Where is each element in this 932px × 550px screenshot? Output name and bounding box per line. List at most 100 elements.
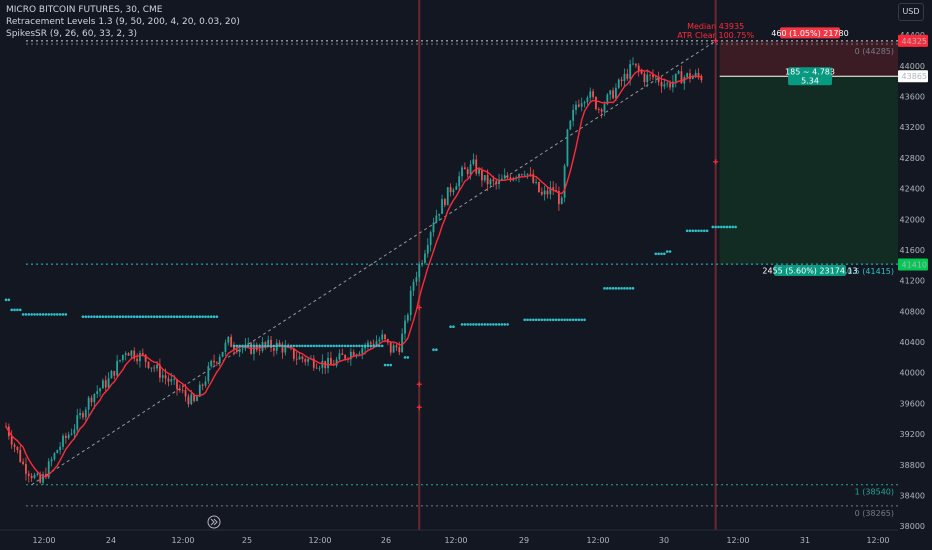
candle-body — [130, 350, 133, 356]
sr-dot — [118, 315, 122, 319]
indicator-spikes-sr[interactable]: SpikesSR (9, 26, 60, 33, 2, 3) — [6, 29, 138, 39]
candle — [549, 180, 552, 200]
candle-body — [660, 82, 663, 87]
candle-body — [577, 104, 580, 107]
candle-body — [600, 109, 603, 112]
candle-body — [367, 342, 369, 347]
candle — [119, 359, 121, 363]
candle-body — [652, 74, 654, 78]
go-to-realtime-icon[interactable] — [207, 515, 221, 529]
candle-body — [694, 72, 697, 77]
sr-dot — [378, 344, 381, 348]
sr-dot — [717, 225, 720, 229]
candle — [198, 381, 201, 397]
candle-body — [156, 364, 158, 369]
candle-body — [455, 186, 458, 190]
sr-dot — [697, 229, 700, 233]
sr-dot — [84, 315, 88, 319]
sr-dot — [81, 315, 85, 319]
annotation-median: Median 43935 — [687, 22, 744, 31]
x-tick-label: 12:00 — [866, 536, 889, 545]
candle-body — [82, 412, 84, 418]
sr-dot — [101, 315, 105, 319]
candle-body — [478, 169, 480, 174]
candle — [472, 153, 475, 166]
candle — [375, 335, 378, 346]
sr-dot — [44, 313, 48, 316]
candle-body — [449, 187, 452, 193]
candle-body — [640, 70, 643, 74]
candle-body — [321, 360, 324, 368]
candle-body — [301, 356, 304, 360]
sr-dot — [506, 323, 509, 326]
candle — [10, 430, 13, 449]
candle — [438, 213, 441, 221]
sr-dot — [338, 344, 341, 348]
sr-dot — [389, 363, 393, 367]
chart-legend: MICRO BITCOIN FUTURES, 30, CME Retraceme… — [6, 4, 240, 40]
candle-body — [432, 222, 435, 233]
candle-body — [643, 73, 646, 83]
candle-body — [39, 473, 42, 483]
currency-button[interactable]: USD — [898, 3, 924, 21]
sr-dot — [700, 229, 703, 233]
candle — [552, 181, 555, 195]
sr-dot — [232, 344, 236, 348]
sr-dot — [728, 225, 732, 229]
candle-body — [369, 342, 372, 344]
candle-body — [620, 79, 623, 82]
candle-body — [463, 167, 466, 170]
candle-body — [341, 353, 344, 356]
candle — [424, 249, 426, 265]
candle-body — [221, 351, 224, 357]
sr-dot — [121, 315, 125, 319]
candle-body — [589, 91, 592, 98]
sr-dot — [104, 315, 108, 319]
sr-dot — [549, 318, 552, 322]
candle-body — [526, 173, 529, 175]
candle — [429, 230, 432, 252]
candle — [76, 408, 79, 436]
candle-body — [532, 173, 535, 183]
candle-body — [50, 459, 53, 462]
candle — [558, 186, 560, 211]
candle — [47, 458, 50, 480]
candle-body — [597, 109, 600, 110]
sr-dot — [406, 356, 410, 359]
candle-body — [241, 348, 244, 350]
candle-body — [381, 334, 384, 340]
candle — [663, 78, 666, 90]
candle — [130, 350, 133, 359]
candle-body — [124, 353, 127, 355]
sr-dot — [7, 298, 11, 302]
sr-dot — [725, 225, 729, 229]
candle — [623, 68, 626, 86]
sr-dot — [53, 313, 56, 316]
candle-body — [338, 353, 341, 360]
candle — [27, 470, 30, 483]
x-tick-label: 12:00 — [586, 536, 609, 545]
candle — [632, 57, 634, 66]
y-tick-label: 43600 — [900, 93, 925, 102]
sr-dot — [289, 344, 293, 348]
candle-body — [230, 336, 233, 347]
candle — [216, 361, 218, 367]
indicator-retracement-levels[interactable]: Retracement Levels 1.3 (9, 50, 200, 4, 2… — [6, 17, 240, 27]
reward-label-text-0: 2455 (5.60%) 23174.13 — [762, 267, 857, 276]
candle — [657, 71, 660, 86]
candle-body — [697, 72, 700, 76]
candle — [133, 347, 136, 362]
candle-body — [552, 187, 555, 190]
candle — [30, 472, 33, 482]
candle-body — [190, 394, 193, 405]
sr-dot — [577, 318, 581, 322]
sr-dot — [16, 308, 19, 312]
candle — [404, 315, 406, 341]
candle-body — [412, 281, 415, 291]
candle — [572, 104, 575, 127]
sr-dot — [41, 313, 45, 316]
candle-body — [136, 358, 138, 362]
candle-body — [36, 473, 39, 475]
candle — [498, 173, 500, 190]
